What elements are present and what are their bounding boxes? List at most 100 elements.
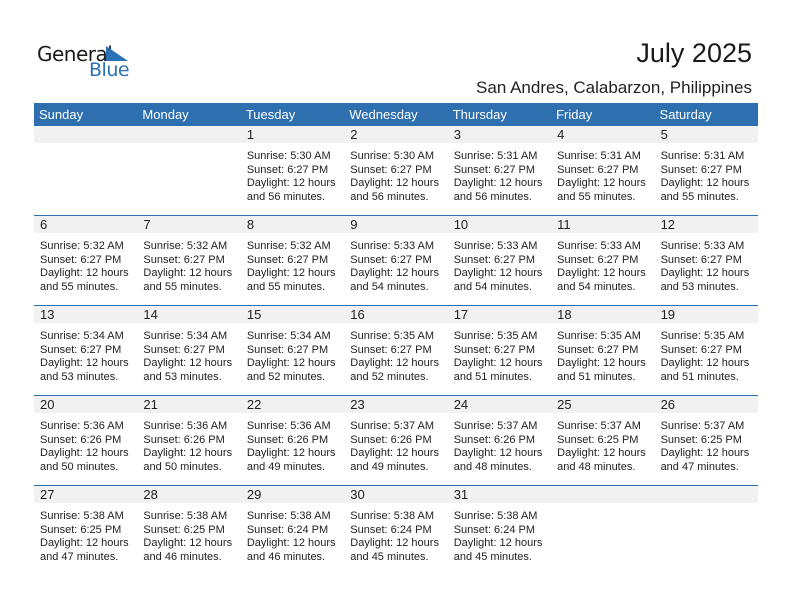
day-number: 28 [143,487,158,502]
daylight-text: Daylight: 12 hours [660,177,750,189]
day-cell: 18 Sunrise: 5:35 AM Sunset: 6:27 PM Dayligh… [551,306,654,396]
daylight-text: Daylight: 12 hours [40,447,129,459]
sunset-text: Sunset: 6:27 PM [143,343,225,356]
daylight-minutes-text: and 50 minutes. [143,460,222,473]
sunrise-text: Sunrise: 5:30 AM [246,150,331,162]
day-number: 8 [246,217,255,232]
daylight-minutes-text: and 52 minutes. [350,370,429,383]
sunrise-text: Sunrise: 5:36 AM [40,420,124,432]
sunset-text: Sunset: 6:27 PM [660,253,742,266]
daylight-text: Daylight: 12 hours [143,357,233,369]
sunrise-text: Sunrise: 5:33 AM [453,240,538,252]
weekday-thursday: Thursday [452,107,507,122]
date-strip [34,486,758,503]
sunset-text: Sunset: 6:24 PM [246,523,329,536]
daylight-minutes-text: and 48 minutes. [453,460,532,473]
sunset-text: Sunset: 6:27 PM [350,343,432,356]
day-cell: 15 Sunrise: 5:34 AM Sunset: 6:27 PM Dayligh… [241,306,344,396]
sunrise-text: Sunrise: 5:31 AM [660,150,745,162]
sunset-text: Sunset: 6:27 PM [246,343,329,356]
sunset-text: Sunset: 6:27 PM [557,343,639,356]
sunset-text: Sunset: 6:26 PM [143,433,225,446]
day-cell: 24 Sunrise: 5:37 AM Sunset: 6:26 PM Dayligh… [448,396,551,486]
day-number: 6 [40,217,48,232]
sunrise-text: Sunrise: 5:34 AM [143,330,228,342]
daylight-text: Daylight: 12 hours [350,267,439,279]
generalblue-logo: General Blue [37,42,132,82]
sunset-text: Sunset: 6:27 PM [350,163,432,176]
sunrise-text: Sunrise: 5:38 AM [453,510,538,522]
day-number: 27 [40,487,55,502]
date-strip [34,126,758,143]
daylight-minutes-text: and 45 minutes. [453,550,532,563]
day-number: 29 [246,487,262,502]
day-cell: 26 Sunrise: 5:37 AM Sunset: 6:25 PM Dayligh… [655,396,758,486]
day-number: 17 [453,307,469,322]
day-cell: 31 Sunrise: 5:38 AM Sunset: 6:24 PM Dayligh… [448,486,551,576]
day-number: 24 [453,397,469,412]
daylight-minutes-text: and 56 minutes. [246,190,326,203]
daylight-minutes-text: and 55 minutes. [40,280,119,293]
daylight-text: Daylight: 12 hours [453,537,543,549]
daylight-text: Daylight: 12 hours [246,357,336,369]
sunrise-text: Sunrise: 5:36 AM [143,420,228,432]
day-cell: 22 Sunrise: 5:36 AM Sunset: 6:26 PM Dayligh… [241,396,344,486]
day-cell: 30 Sunrise: 5:38 AM Sunset: 6:24 PM Dayligh… [344,486,447,576]
daylight-minutes-text: and 54 minutes. [557,280,636,293]
daylight-minutes-text: and 51 minutes. [557,370,636,383]
sunset-text: Sunset: 6:25 PM [40,523,122,536]
day-number: 26 [660,397,676,412]
daylight-text: Daylight: 12 hours [453,447,543,459]
sunset-text: Sunset: 6:27 PM [557,253,639,266]
sunset-text: Sunset: 6:27 PM [350,253,432,266]
sunrise-text: Sunrise: 5:33 AM [557,240,641,252]
sunset-text: Sunset: 6:25 PM [143,523,225,536]
sunset-text: Sunset: 6:27 PM [453,343,536,356]
daylight-text: Daylight: 12 hours [246,177,336,189]
sunset-text: Sunset: 6:26 PM [453,433,536,446]
sunrise-text: Sunrise: 5:34 AM [246,330,331,342]
sunset-text: Sunset: 6:26 PM [40,433,122,446]
daylight-minutes-text: and 55 minutes. [246,280,326,293]
day-number: 5 [660,127,668,142]
sunrise-text: Sunrise: 5:32 AM [40,240,124,252]
day-cell: 2 Sunrise: 5:30 AM Sunset: 6:27 PM Daylight… [344,126,447,216]
sunset-text: Sunset: 6:26 PM [246,433,329,446]
day-number: 19 [660,307,676,322]
weekday-sunday: Sunday [39,107,84,122]
sunrise-text: Sunrise: 5:35 AM [660,330,745,342]
day-number: 23 [350,397,365,412]
sunset-text: Sunset: 6:27 PM [660,163,742,176]
sunset-text: Sunset: 6:27 PM [660,343,742,356]
weekday-tuesday: Tuesday [245,107,296,122]
sunrise-text: Sunrise: 5:30 AM [350,150,435,162]
sunrise-text: Sunrise: 5:33 AM [350,240,435,252]
day-cell: 5 Sunrise: 5:31 AM Sunset: 6:27 PM Daylight… [655,126,758,216]
daylight-minutes-text: and 48 minutes. [557,460,636,473]
day-cell: 16 Sunrise: 5:35 AM Sunset: 6:27 PM Dayligh… [344,306,447,396]
sunrise-text: Sunrise: 5:37 AM [350,420,435,432]
sunset-text: Sunset: 6:27 PM [246,163,329,176]
daylight-text: Daylight: 12 hours [453,267,543,279]
day-cell: 25 Sunrise: 5:37 AM Sunset: 6:25 PM Dayligh… [551,396,654,486]
sunrise-text: Sunrise: 5:37 AM [453,420,538,432]
sunrise-text: Sunrise: 5:38 AM [350,510,435,522]
day-cell: 21 Sunrise: 5:36 AM Sunset: 6:26 PM Dayligh… [137,396,240,486]
logo-word-general: General [37,42,113,66]
day-cell: 3 Sunrise: 5:31 AM Sunset: 6:27 PM Daylight… [448,126,551,216]
sunset-text: Sunset: 6:24 PM [350,523,432,536]
daylight-minutes-text: and 54 minutes. [350,280,429,293]
sunrise-text: Sunrise: 5:37 AM [660,420,745,432]
daylight-text: Daylight: 12 hours [453,177,543,189]
sunset-text: Sunset: 6:27 PM [453,163,536,176]
daylight-minutes-text: and 56 minutes. [350,190,429,203]
daylight-text: Daylight: 12 hours [350,177,439,189]
day-cell: 1 Sunrise: 5:30 AM Sunset: 6:27 PM Daylight… [241,126,344,216]
week-row: 1 Sunrise: 5:30 AM Sunset: 6:27 PM Daylight… [34,126,758,216]
week-row: 27 Sunrise: 5:38 AM Sunset: 6:25 PM Dayligh… [34,485,758,576]
daylight-minutes-text: and 46 minutes. [246,550,326,563]
daylight-text: Daylight: 12 hours [246,267,336,279]
day-cell: 27 Sunrise: 5:38 AM Sunset: 6:25 PM Dayligh… [34,486,137,576]
date-strip [34,216,758,233]
sunset-text: Sunset: 6:27 PM [143,253,225,266]
